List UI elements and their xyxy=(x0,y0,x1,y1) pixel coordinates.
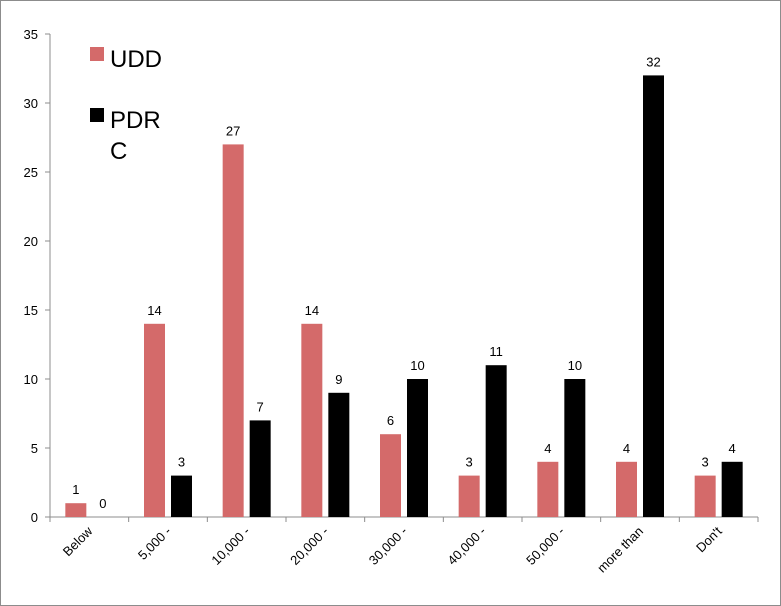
data-label-udd: 6 xyxy=(387,413,394,428)
data-label-udd: 4 xyxy=(623,441,630,456)
bar-pdrc xyxy=(721,461,743,517)
data-label-pdrc: 32 xyxy=(646,54,660,69)
bar-udd xyxy=(65,503,87,517)
data-label-udd: 4 xyxy=(544,441,551,456)
bar-pdrc xyxy=(249,420,271,517)
data-label-pdrc: 9 xyxy=(335,372,342,387)
bar-udd xyxy=(380,434,401,517)
data-label-udd: 3 xyxy=(702,455,709,470)
data-label-udd: 3 xyxy=(466,455,473,470)
x-tick-label: Below xyxy=(60,523,96,559)
y-tick-label: 20 xyxy=(24,234,38,249)
y-tick-label: 5 xyxy=(31,441,38,456)
data-label-pdrc: 3 xyxy=(178,455,185,470)
legend-label: PDR xyxy=(110,107,161,134)
bar-udd xyxy=(694,475,716,517)
data-label-pdrc: 10 xyxy=(568,358,582,373)
bar-udd xyxy=(144,323,165,517)
bar-pdrc xyxy=(485,365,507,517)
y-tick-label: 0 xyxy=(31,510,38,525)
x-tick-label: Don't xyxy=(693,523,725,555)
y-tick-label: 10 xyxy=(24,372,38,387)
bar-pdrc xyxy=(407,379,428,517)
data-label-udd: 1 xyxy=(72,482,79,497)
bar-udd xyxy=(222,144,244,517)
data-label-udd: 14 xyxy=(147,303,161,318)
legend-label: C xyxy=(110,138,127,165)
bar-pdrc xyxy=(564,379,586,517)
x-tick-label: 40,000 - xyxy=(444,524,488,568)
y-tick-label: 35 xyxy=(24,27,38,42)
bar-udd xyxy=(537,461,559,517)
x-tick-label: 50,000 - xyxy=(523,524,567,568)
data-label-pdrc: 10 xyxy=(410,358,424,373)
x-tick-label: 30,000 - xyxy=(366,524,410,568)
legend-swatch xyxy=(90,47,104,61)
legend-swatch xyxy=(90,108,104,122)
y-tick-label: 30 xyxy=(24,96,38,111)
data-label-pdrc: 4 xyxy=(729,441,736,456)
bar-udd xyxy=(616,461,637,517)
y-tick-label: 15 xyxy=(24,303,38,318)
data-label-pdrc: 11 xyxy=(489,344,503,359)
bar-pdrc xyxy=(171,475,192,517)
bar-udd xyxy=(458,475,480,517)
legend-label: UDD xyxy=(110,46,162,73)
data-label-udd: 14 xyxy=(305,303,319,318)
data-label-pdrc: 0 xyxy=(99,496,106,511)
x-tick-label: 10,000 - xyxy=(208,524,252,568)
data-label-pdrc: 7 xyxy=(257,399,264,414)
x-tick-label: more than xyxy=(594,524,646,576)
bar-pdrc xyxy=(328,392,350,517)
data-label-udd: 27 xyxy=(226,123,240,138)
x-tick-label: 5,000 - xyxy=(135,524,174,563)
bar-pdrc xyxy=(643,75,664,518)
bar-udd xyxy=(301,323,323,517)
x-tick-label: 20,000 - xyxy=(287,524,331,568)
y-tick-label: 25 xyxy=(24,165,38,180)
